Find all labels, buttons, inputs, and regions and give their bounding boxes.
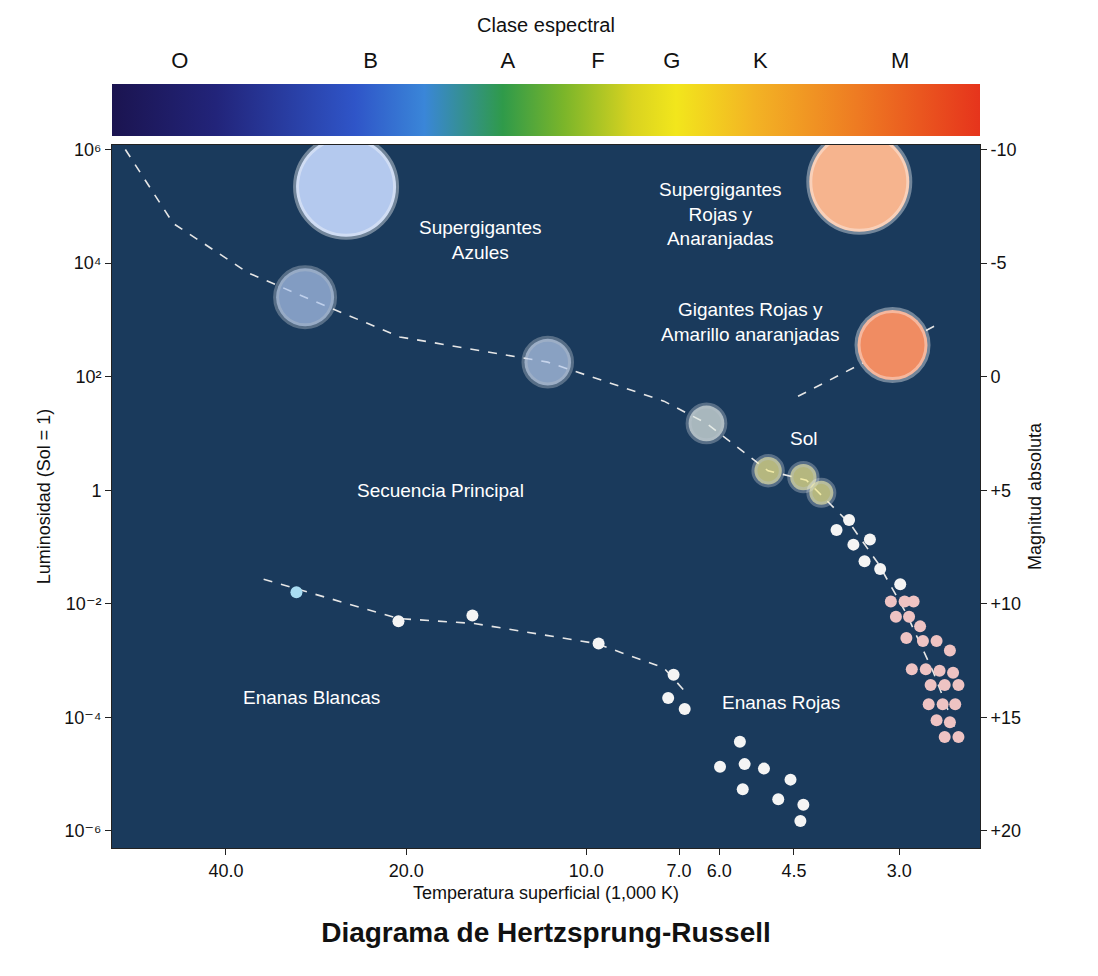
svg-text:Gigantes Rojas yAmarillo anara: Gigantes Rojas yAmarillo anaranjadas [661,299,840,345]
svg-text:10.0: 10.0 [569,861,604,881]
html-text:O: O [171,48,189,73]
html-text:M: M [891,48,910,73]
svg-text:10⁶: 10⁶ [74,140,101,160]
svg-text:1: 1 [91,481,101,501]
svg-text:6.0: 6.0 [707,861,732,881]
svg-text:Temperatura superficial (1,000: Temperatura superficial (1,000 K) [413,883,679,903]
svg-text:+15: +15 [991,708,1022,728]
svg-text:Luminosidad (Sol = 1): Luminosidad (Sol = 1) [34,409,54,585]
svg-text:10⁻⁶: 10⁻⁶ [64,821,101,841]
svg-text:Secuencia Principal: Secuencia Principal [357,480,524,501]
html-text:A: A [500,48,516,73]
svg-text:-5: -5 [991,253,1007,273]
html-text:K: K [753,48,768,73]
svg-text:10⁴: 10⁴ [74,253,102,273]
svg-text:Enanas Blancas: Enanas Blancas [243,687,380,708]
svg-text:4.5: 4.5 [781,861,806,881]
svg-text:+5: +5 [991,481,1012,501]
svg-text:+10: +10 [991,594,1022,614]
svg-text:7.0: 7.0 [667,861,692,881]
svg-text:+20: +20 [991,821,1022,841]
html-text:B: B [363,48,378,73]
svg-text:10⁻⁴: 10⁻⁴ [64,708,101,728]
html-text:F: F [591,48,605,73]
html-text:Clase espectral: Clase espectral [477,14,615,36]
svg-text:Enanas Rojas: Enanas Rojas [722,692,840,713]
svg-text:Magnitud absoluta: Magnitud absoluta [1025,422,1045,570]
svg-text:Sol: Sol [790,428,817,449]
svg-text:SupergigantesAzules: SupergigantesAzules [419,217,542,263]
svg-text:SupergigantesRojas yAnaranjada: SupergigantesRojas yAnaranjadas [659,179,782,249]
svg-text:40.0: 40.0 [208,861,243,881]
svg-text:0: 0 [991,367,1001,387]
svg-text:20.0: 20.0 [389,861,424,881]
svg-text:3.0: 3.0 [887,861,912,881]
svg-text:Diagrama de Hertzsprung-Russel: Diagrama de Hertzsprung-Russell [321,917,771,948]
html-text:G: G [663,48,681,73]
svg-text:10²: 10² [75,367,101,387]
svg-text:-10: -10 [991,140,1017,160]
svg-text:10⁻²: 10⁻² [66,594,102,614]
